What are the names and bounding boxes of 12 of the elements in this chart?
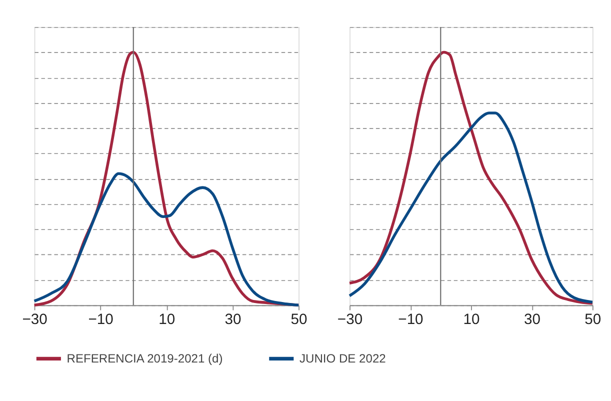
- x-tick-label: −30: [22, 312, 48, 328]
- x-tick-label: 50: [584, 312, 602, 328]
- x-tick-label: −10: [88, 312, 114, 328]
- x-tick-label: −10: [398, 312, 424, 328]
- x-tick-label: 30: [224, 312, 242, 328]
- x-tick-label: 10: [463, 312, 480, 328]
- legend-label: REFERENCIA 2019-2021 (d): [66, 351, 223, 366]
- x-tick-label: −30: [337, 312, 363, 328]
- legend-label: JUNIO DE 2022: [299, 351, 386, 366]
- x-tick-label: 10: [158, 312, 176, 328]
- x-tick-label: 50: [290, 312, 308, 328]
- x-tick-label: 30: [524, 312, 540, 328]
